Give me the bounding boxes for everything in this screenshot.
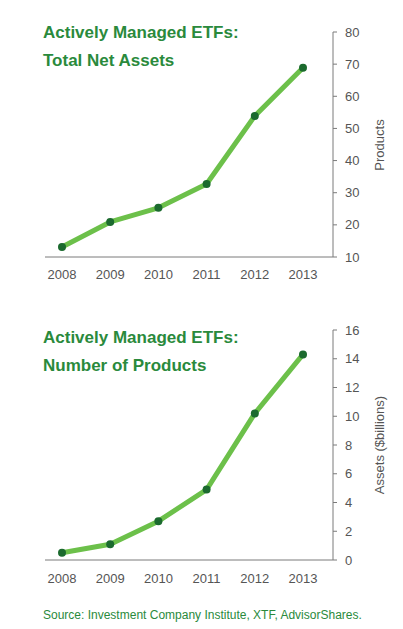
y-tick: [333, 560, 337, 561]
x-tick-label: 2010: [144, 571, 173, 586]
y-axis-label: Assets ($billions): [372, 396, 387, 494]
x-tick-label: 2008: [48, 267, 77, 282]
data-point: [106, 540, 114, 548]
x-tick-label: 2011: [193, 267, 221, 282]
data-point: [299, 64, 307, 72]
data-point: [106, 218, 114, 226]
x-axis: [45, 257, 333, 258]
y-tick-label: 70: [345, 57, 359, 72]
chart: Actively Managed ETFs:Number of Products…: [43, 323, 387, 587]
x-tick-label: 2013: [289, 571, 318, 586]
y-tick: [333, 387, 337, 388]
data-point: [154, 517, 162, 525]
y-tick-label: 40: [345, 153, 359, 168]
y-tick: [333, 224, 337, 225]
chart-title: Actively Managed ETFs:Number of Products: [43, 328, 239, 375]
y-tick: [333, 330, 337, 331]
y-tick-label: 10: [345, 409, 359, 424]
y-tick: [333, 473, 337, 474]
data-point: [299, 350, 307, 358]
data-point: [203, 180, 211, 188]
y-tick-label: 6: [345, 466, 352, 481]
x-tick-label: 2012: [240, 571, 269, 586]
data-point: [154, 204, 162, 212]
source-note: Source: Investment Company Institute, XT…: [43, 608, 362, 622]
chart-title: Actively Managed ETFs:Total Net Assets: [43, 23, 239, 70]
y-tick-label: 60: [345, 89, 359, 104]
y-tick: [333, 445, 337, 446]
y-tick: [333, 531, 337, 532]
data-point: [58, 243, 66, 251]
data-point: [58, 549, 66, 557]
x-axis: [45, 560, 333, 561]
x-tick-label: 2009: [96, 267, 125, 282]
x-tick-label: 2009: [96, 571, 125, 586]
y-tick-label: 10: [345, 250, 359, 265]
y-tick-label: 12: [345, 380, 359, 395]
figure: Actively Managed ETFs:Total Net Assets 10…: [0, 0, 403, 629]
data-point: [203, 486, 211, 494]
data-point: [251, 409, 259, 417]
y-axis-label: Products: [372, 119, 387, 171]
y-tick-label: 50: [345, 121, 359, 136]
y-tick: [333, 96, 337, 97]
plot-area: [58, 64, 307, 251]
y-tick: [333, 358, 337, 359]
y-tick-label: 2: [345, 524, 352, 539]
y-tick-label: 14: [345, 351, 359, 366]
chart: Actively Managed ETFs:Total Net Assets 10…: [43, 23, 387, 282]
data-line: [62, 354, 303, 552]
y-tick-label: 0: [345, 553, 352, 568]
y-tick: [333, 64, 337, 65]
x-tick-label: 2013: [289, 267, 318, 282]
y-tick: [333, 416, 337, 417]
y-tick: [333, 192, 337, 193]
y-tick: [333, 128, 337, 129]
y-tick-label: 16: [345, 323, 359, 338]
y-tick-label: 80: [345, 25, 359, 40]
y-axis: [333, 32, 334, 257]
x-tick-label: 2008: [48, 571, 77, 586]
data-point: [251, 112, 259, 120]
x-tick-label: 2012: [240, 267, 269, 282]
y-tick: [333, 502, 337, 503]
y-tick: [333, 160, 337, 161]
y-tick-label: 30: [345, 185, 359, 200]
y-tick-label: 4: [345, 495, 352, 510]
y-tick: [333, 32, 337, 33]
y-tick-label: 20: [345, 217, 359, 232]
x-tick-label: 2010: [144, 267, 173, 282]
y-tick: [333, 257, 337, 258]
x-tick-label: 2011: [193, 571, 221, 586]
y-tick-label: 8: [345, 438, 352, 453]
data-line: [62, 68, 303, 247]
plot-area: [58, 350, 307, 556]
